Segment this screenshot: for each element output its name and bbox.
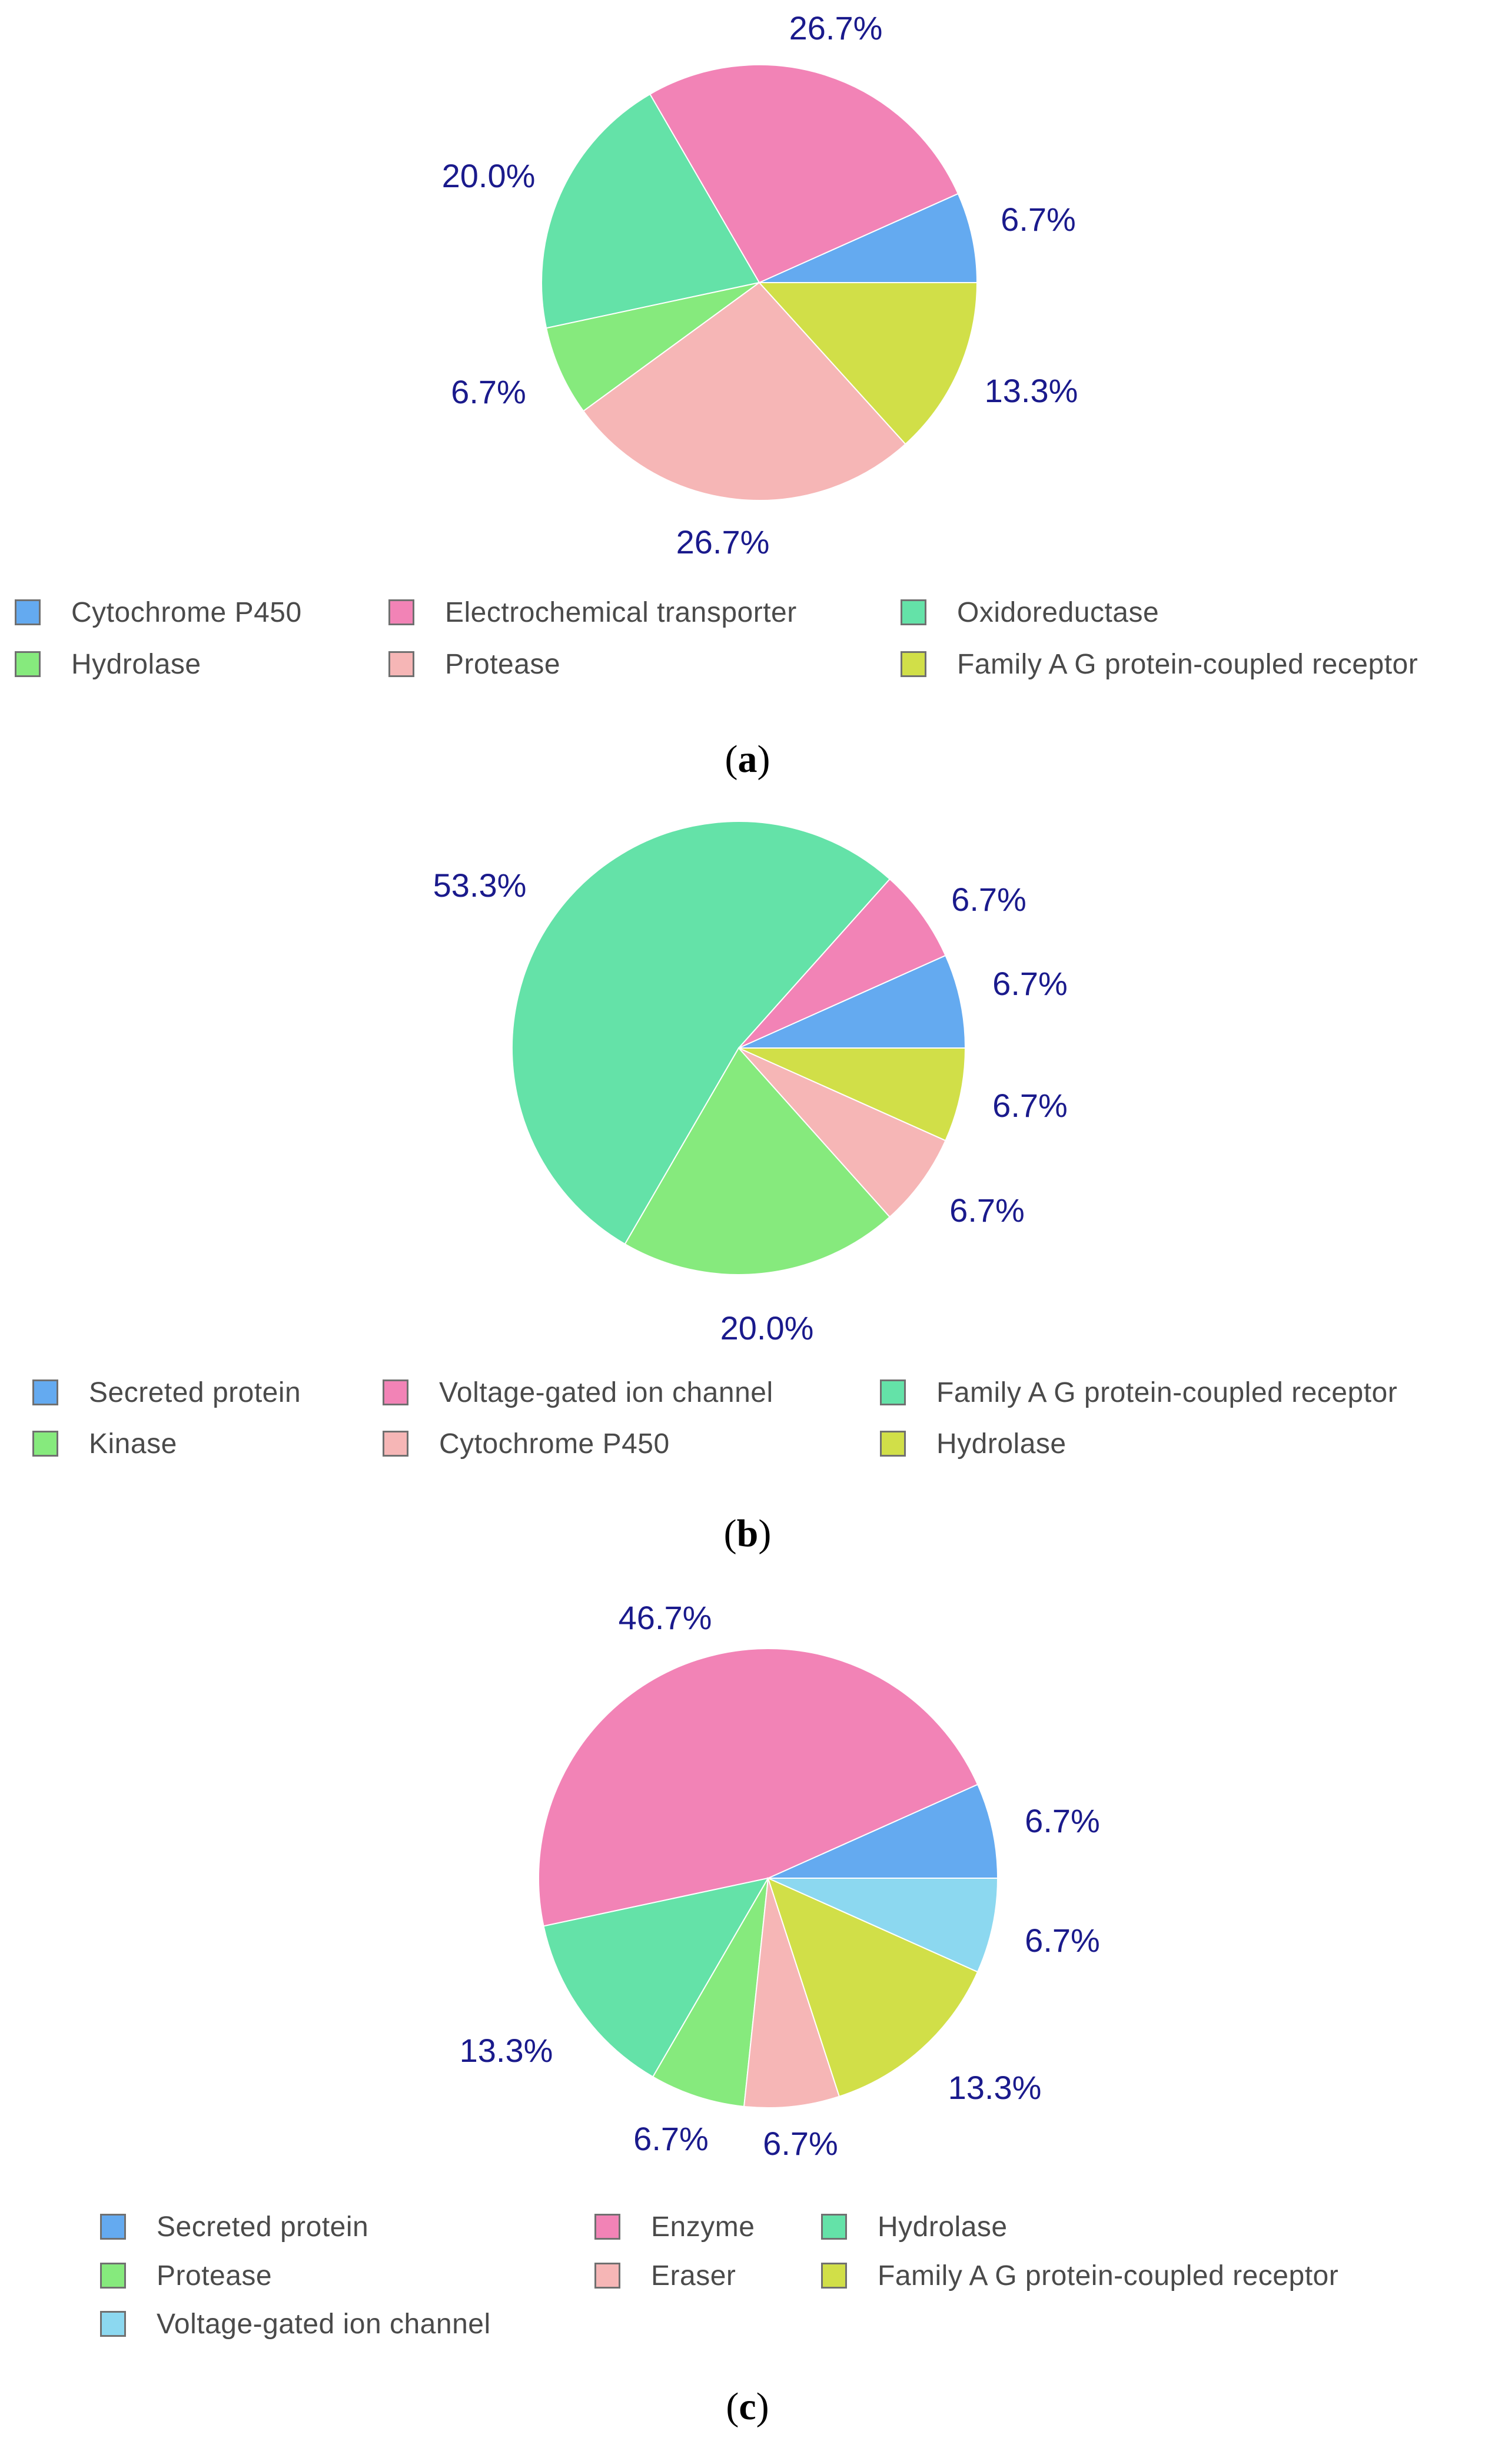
data-label: 26.7% [789, 9, 883, 47]
caption-c: (c) [726, 2385, 769, 2428]
data-label: 6.7% [949, 1192, 1025, 1229]
pie-slice-family-a-g-protein-coupled-receptor [767, 1877, 979, 2098]
pie-chart-b: 6.7% 6.7% 53.3% 20.0% 6.7% 6.7% [433, 821, 1068, 1347]
data-label: 6.7% [763, 2125, 838, 2162]
data-label: 46.7% [619, 1599, 712, 1636]
pie-slice-hydrolase [543, 1877, 769, 2078]
chart-panel-a: 6.7% 26.7% 20.0% 6.7% 26.7% 13.3% Cytochrome … [0, 0, 1495, 801]
pie-slice-voltage-gated-ion-channel [768, 1878, 999, 1973]
pie-slice-oxidoreductase [541, 93, 760, 329]
pie-slice-family-a-g-protein-coupled-receptor [511, 821, 891, 1245]
data-label: 13.3% [985, 372, 1078, 409]
data-label: 6.7% [1025, 1802, 1100, 1839]
data-label: 6.7% [633, 2120, 709, 2157]
caption-b: (b) [723, 1512, 772, 1555]
pie-slice-voltage-gated-ion-channel [738, 878, 946, 1049]
pie-slice-cytochrome-p450 [738, 1047, 946, 1218]
chart-panel-b: 6.7% 6.7% 53.3% 20.0% 6.7% 6.7% Secreted prot… [0, 801, 1495, 1596]
pie-chart-a: 6.7% 26.7% 20.0% 6.7% 26.7% 13.3% [442, 9, 1078, 561]
pie-slice-family-a-g-protein-coupled-receptor [758, 282, 978, 445]
data-label: 6.7% [992, 965, 1068, 1002]
pie-slice-kinase [624, 1047, 891, 1275]
data-label: 6.7% [1001, 201, 1076, 238]
data-label: 20.0% [720, 1309, 814, 1347]
data-label: 26.7% [676, 523, 770, 561]
pie-slice-cytochrome-p450 [759, 193, 978, 283]
data-label: 20.0% [442, 157, 536, 194]
data-label: 13.3% [948, 2069, 1042, 2106]
pie-slice-electrochemical-transporter [649, 64, 959, 284]
pie-slice-protease [652, 1878, 769, 2107]
data-label: 13.3% [460, 2032, 553, 2069]
data-label: 6.7% [992, 1087, 1068, 1124]
pie-slice-enzyme [537, 1648, 979, 1927]
chart-panel-c: 6.7% 46.7% 13.3% 6.7% 6.7% 13.3% 6.7% Secreted… [0, 1596, 1495, 2464]
pie-slice-secreted-protein [738, 954, 966, 1049]
pie-slice-eraser [743, 1878, 840, 2108]
pie-slice-hydrolase [545, 282, 760, 412]
pie-slice-protease [582, 281, 906, 501]
data-label: 6.7% [1025, 1922, 1100, 1959]
pie-chart-c: 6.7% 46.7% 13.3% 6.7% 6.7% 13.3% 6.7% [460, 1599, 1100, 2162]
data-label: 6.7% [951, 881, 1026, 918]
data-label: 53.3% [433, 867, 527, 904]
pie-slice-hydrolase [738, 1047, 966, 1142]
pie-slice-secreted-protein [768, 1783, 999, 1879]
data-label: 6.7% [451, 373, 526, 410]
caption-a: (a) [725, 738, 770, 781]
